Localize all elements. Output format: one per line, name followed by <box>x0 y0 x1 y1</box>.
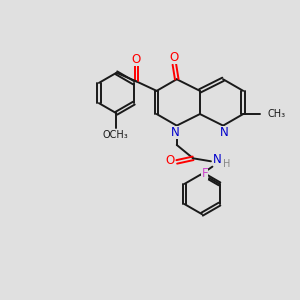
Text: OCH₃: OCH₃ <box>102 130 128 140</box>
Text: O: O <box>132 53 141 66</box>
Text: F: F <box>202 167 208 180</box>
Text: CH₃: CH₃ <box>268 109 286 119</box>
Text: N: N <box>171 126 180 139</box>
Text: O: O <box>170 51 179 64</box>
Text: N: N <box>220 126 229 139</box>
Text: H: H <box>224 159 231 169</box>
Text: O: O <box>166 154 175 167</box>
Text: N: N <box>213 153 222 166</box>
